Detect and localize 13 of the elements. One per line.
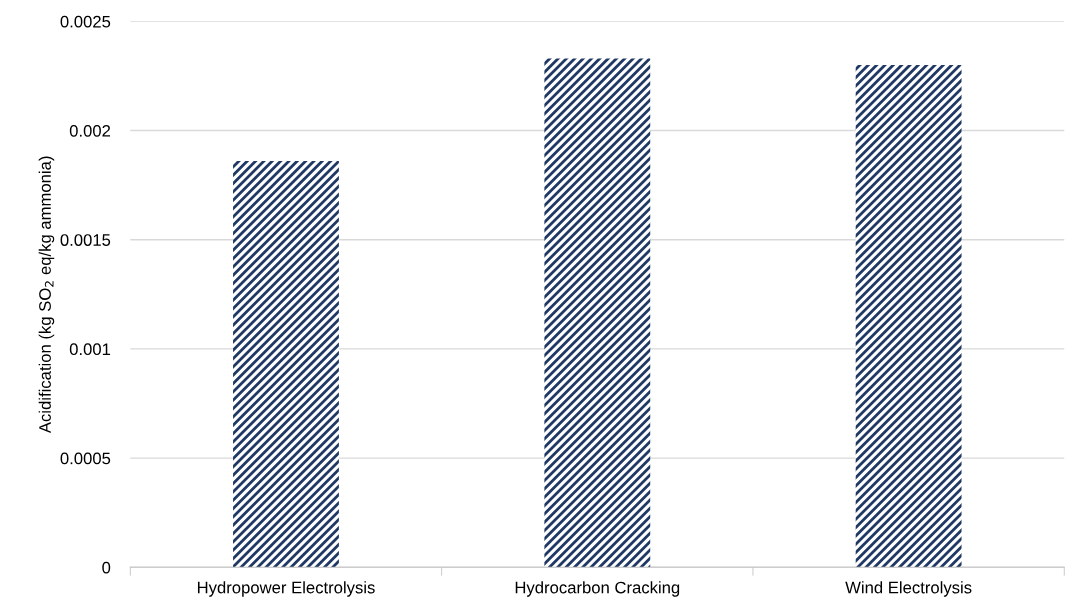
y-tick-label: 0.0025 [60, 15, 111, 28]
y-tick-label: 0.0015 [60, 234, 111, 246]
y-axis-title: Acidification (kg SO$_{2}$ eq/kg ammonia) [38, 156, 55, 434]
bar [544, 58, 651, 568]
y-tick-label: 0.0005 [60, 452, 111, 465]
y-tick-label: 0.001 [69, 343, 111, 356]
bar [233, 161, 339, 568]
y-tick-label: 0.002 [69, 124, 111, 137]
bar [855, 65, 962, 568]
y-tick-label: 0 [102, 561, 111, 574]
x-tick-label: Hydrocarbon Cracking [515, 581, 680, 597]
x-tick-label: Hydropower Electrolysis [197, 581, 375, 597]
x-tick-label: Wind Electrolysis [845, 581, 972, 597]
